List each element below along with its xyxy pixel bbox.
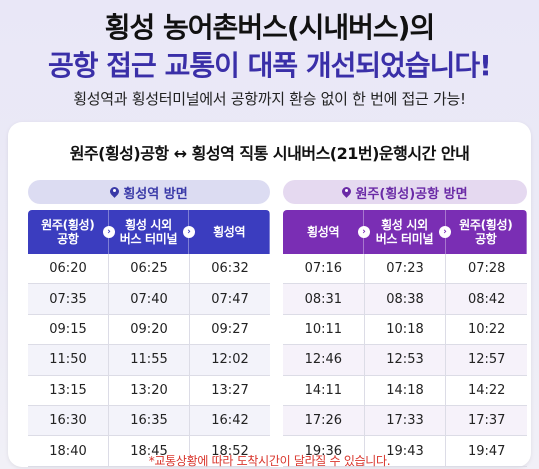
table-row: 11:50 11:55 12:02 <box>28 345 270 376</box>
time-cell: 17:37 <box>467 413 506 429</box>
traffic-disclaimer: *교통상황에 따라 도착시간이 달라질 수 있습니다. <box>148 454 391 468</box>
time-cell: 09:27 <box>211 321 249 337</box>
column-header: 횡성 시외 버스 터미널 <box>109 210 190 254</box>
table-row: 19:36 19:43 19:47 <box>283 436 527 467</box>
table-row: 14:11 14:18 14:22 <box>283 375 527 406</box>
table-row: 18:40 18:45 18:52 <box>28 436 270 467</box>
direction-label-airport: 원주(횡성)공항 방면 <box>283 180 527 204</box>
table-row: 13:15 13:20 13:27 <box>28 375 270 406</box>
table-body: 06:20 06:25 06:32 07:35 07:40 07:47 09:1… <box>28 254 270 467</box>
time-cell: 13:15 <box>28 375 109 405</box>
column-header: 횡성역 <box>189 210 271 254</box>
time-cell: 07:23 <box>365 254 447 284</box>
table-row: 12:46 12:53 12:57 <box>283 345 527 376</box>
timetable-title: 원주(횡성)공항 ↔ 횡성역 직통 시내버스(21번)운행시간 안내 <box>69 144 470 163</box>
time-cell: 14:22 <box>467 382 506 398</box>
time-cell: 17:33 <box>365 405 447 436</box>
time-cell: 12:53 <box>365 345 447 375</box>
time-cell: 06:32 <box>211 261 249 277</box>
time-cell: 18:45 <box>109 436 190 466</box>
time-cell: 07:47 <box>211 291 249 307</box>
location-pin-icon <box>342 187 351 198</box>
time-cell: 12:46 <box>283 345 365 375</box>
time-cell: 19:47 <box>467 443 506 459</box>
time-cell: 10:11 <box>283 314 365 345</box>
direction-label-text: 횡성역 방면 <box>123 186 188 202</box>
time-cell: 10:22 <box>467 321 506 337</box>
table-header: 원주(횡성) 공항 횡성 시외 버스 터미널 횡성역 › › <box>28 210 271 254</box>
time-cell: 07:40 <box>109 284 190 314</box>
time-cell: 09:20 <box>109 314 190 345</box>
chevron-right-icon: › <box>103 226 115 238</box>
table-row: 09:15 09:20 09:27 <box>28 314 270 346</box>
table-row: 16:30 16:35 16:42 <box>28 405 270 437</box>
time-cell: 16:30 <box>28 405 109 436</box>
table-row: 07:16 07:23 07:28 <box>283 254 527 285</box>
time-cell: 08:38 <box>365 284 447 314</box>
table-row: 07:35 07:40 07:47 <box>28 284 270 315</box>
time-cell: 09:15 <box>28 314 109 345</box>
time-cell: 06:25 <box>109 254 190 284</box>
time-cell: 14:18 <box>365 375 447 405</box>
table-body: 07:16 07:23 07:28 08:31 08:38 08:42 10:1… <box>283 254 527 467</box>
time-cell: 12:02 <box>211 352 249 368</box>
time-cell: 13:27 <box>211 382 249 398</box>
chevron-right-icon: › <box>183 226 195 238</box>
column-header: 횡성 시외 버스 터미널 <box>364 210 446 254</box>
chevron-right-icon: › <box>439 226 451 238</box>
time-cell: 19:43 <box>365 436 447 466</box>
time-cell: 19:36 <box>283 436 365 466</box>
time-cell: 12:57 <box>467 352 506 368</box>
direction-label-text: 원주(횡성)공항 방면 <box>355 186 468 202</box>
headline-line-2: 공항 접근 교통이 대폭 개선되었습니다! <box>48 49 492 82</box>
table-row: 06:20 06:25 06:32 <box>28 254 270 285</box>
time-cell: 18:52 <box>211 443 249 459</box>
chevron-right-icon: › <box>358 226 370 238</box>
column-header: 원주(횡성) 공항 <box>446 210 527 254</box>
direction-label-hoengseong-station: 횡성역 방면 <box>28 180 270 204</box>
table-row: 10:11 10:18 10:22 <box>283 314 527 346</box>
column-header: 횡성역 <box>283 210 365 254</box>
timetable-to-hoengseong-station: 원주(횡성) 공항 횡성 시외 버스 터미널 횡성역 › › 06:20 06:… <box>28 210 271 467</box>
time-cell: 06:20 <box>28 254 109 284</box>
headline-line-1: 횡성 농어촌버스(시내버스)의 <box>104 11 435 44</box>
time-cell: 11:50 <box>28 345 109 375</box>
time-cell: 17:26 <box>283 405 365 436</box>
timetable-to-airport: 횡성역 횡성 시외 버스 터미널 원주(횡성) 공항 › › 07:16 07:… <box>283 210 527 467</box>
time-cell: 16:35 <box>109 405 190 436</box>
time-cell: 07:35 <box>28 284 109 314</box>
time-cell: 16:42 <box>211 413 249 429</box>
time-cell: 07:28 <box>467 261 506 277</box>
time-cell: 18:40 <box>28 436 109 466</box>
time-cell: 08:42 <box>467 291 506 307</box>
table-row: 08:31 08:38 08:42 <box>283 284 527 315</box>
table-header: 횡성역 횡성 시외 버스 터미널 원주(횡성) 공항 › › <box>283 210 527 254</box>
time-cell: 14:11 <box>283 375 365 405</box>
time-cell: 07:16 <box>283 254 365 284</box>
time-cell: 08:31 <box>283 284 365 314</box>
time-cell: 13:20 <box>109 375 190 405</box>
time-cell: 11:55 <box>109 345 190 375</box>
timetable-card: 원주(횡성)공항 ↔ 횡성역 직통 시내버스(21번)운행시간 안내 횡성역 방… <box>8 122 531 468</box>
headline-subtitle: 횡성역과 횡성터미널에서 공항까지 환승 없이 한 번에 접근 가능! <box>73 90 466 108</box>
table-row: 17:26 17:33 17:37 <box>283 405 527 437</box>
location-pin-icon <box>110 187 119 198</box>
time-cell: 10:18 <box>365 314 447 345</box>
column-header: 원주(횡성) 공항 <box>28 210 109 254</box>
